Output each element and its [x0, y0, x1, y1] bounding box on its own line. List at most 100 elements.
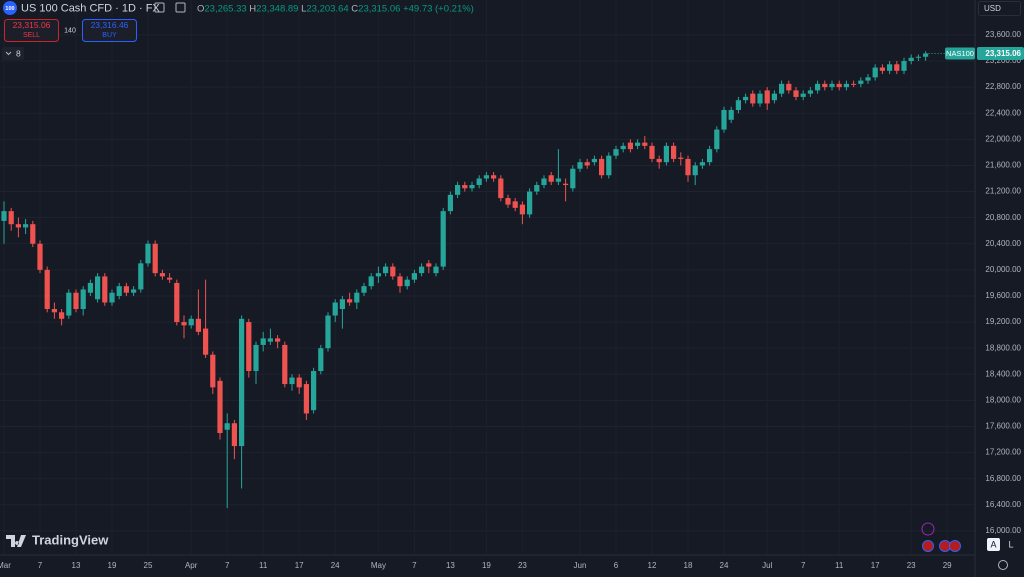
ohlc-key: H — [249, 3, 256, 14]
candle-body — [498, 178, 504, 199]
symbol-logo[interactable] — [3, 1, 17, 15]
chevron — [5, 51, 12, 56]
auto-label: A — [990, 539, 996, 549]
auto-button[interactable] — [987, 538, 1000, 551]
candle-body — [548, 175, 554, 182]
x-tick-label: 7 — [225, 561, 230, 570]
event-flag[interactable] — [939, 540, 951, 552]
candle-body — [527, 191, 533, 215]
event-icon[interactable] — [921, 522, 935, 536]
candle-body — [131, 289, 137, 293]
x-tick-label: 7 — [801, 561, 806, 570]
candle-body — [411, 273, 417, 280]
candle-body — [73, 292, 79, 310]
candle-body — [685, 158, 691, 176]
candle-body — [599, 158, 605, 176]
candle-body — [253, 344, 259, 372]
sell-button[interactable] — [4, 19, 59, 42]
x-tick-label: 13 — [72, 561, 81, 570]
candle-body — [714, 129, 720, 150]
x-tick-label: 17 — [295, 561, 304, 570]
candle-body — [505, 198, 511, 205]
candle-body — [289, 377, 295, 385]
candle-body — [159, 273, 165, 277]
candle-body — [887, 64, 893, 71]
x-tick-label: Mar — [0, 561, 11, 570]
candle-body — [145, 243, 151, 264]
icon-a[interactable] — [154, 2, 165, 13]
candle-body — [44, 269, 50, 310]
candle-body — [469, 185, 475, 189]
buy-button[interactable] — [82, 19, 137, 42]
candle-body — [563, 183, 569, 186]
last-price-label: 23,315.06 — [985, 49, 1021, 58]
candle-body — [663, 145, 669, 163]
candle-body — [339, 299, 345, 310]
y-tick-label: 23,200.00 — [985, 56, 1021, 65]
candle-body — [649, 145, 655, 159]
candle-body — [318, 348, 324, 372]
candle-body — [23, 224, 29, 228]
candle-body — [354, 292, 360, 303]
candle-body — [728, 109, 734, 120]
candle-body — [577, 162, 583, 169]
x-tick-label: 19 — [482, 561, 491, 570]
x-tick-label: 6 — [614, 561, 619, 570]
candle-body — [102, 276, 108, 303]
candle-body — [210, 354, 216, 388]
candle-body — [332, 302, 338, 316]
candle-body — [620, 145, 626, 150]
y-tick-label: 16,800.00 — [985, 474, 1021, 483]
candle-body — [311, 371, 317, 411]
x-tick-label: Apr — [185, 561, 198, 570]
candle-body — [87, 282, 93, 293]
candle-body — [829, 83, 835, 88]
y-tick-label: 18,000.00 — [985, 396, 1021, 405]
symbol-tag: NAS100 — [946, 49, 974, 58]
candle-body — [419, 266, 425, 274]
candle-body — [692, 165, 698, 176]
candle-body — [440, 211, 446, 267]
brand: TradingView — [32, 532, 109, 547]
candle-body — [908, 57, 914, 62]
candle-body — [635, 142, 641, 146]
candle-body — [109, 292, 115, 303]
x-tick-label: 23 — [907, 561, 916, 570]
grid — [0, 34, 975, 532]
ohlc-value: 23,315.06 — [358, 3, 400, 14]
sell-label: SELL — [23, 32, 40, 39]
brand-logo — [6, 535, 26, 547]
x-tick-label: 7 — [38, 561, 43, 570]
candle-body — [15, 224, 21, 228]
event-flag[interactable] — [922, 540, 934, 552]
candle-body — [743, 96, 749, 101]
indicators-count: 8 — [16, 48, 21, 58]
y-tick-label: 21,200.00 — [985, 187, 1021, 196]
candle-body — [433, 266, 439, 274]
currency-button[interactable] — [978, 1, 1021, 16]
x-tick-label: 11 — [835, 561, 844, 570]
y-tick-label: 20,400.00 — [985, 239, 1021, 248]
ohlc-value: 23,348.89 — [256, 3, 298, 14]
candle-body — [239, 318, 245, 447]
x-tick-label: 24 — [331, 561, 340, 570]
y-tick-label: 19,600.00 — [985, 291, 1021, 300]
candle-body — [260, 338, 266, 345]
y-tick-label: 18,400.00 — [985, 369, 1021, 378]
icon-b[interactable] — [175, 2, 186, 13]
candle-body — [779, 83, 785, 94]
settings-icon[interactable] — [998, 560, 1008, 570]
symbol-title[interactable]: US 100 Cash CFD · 1D · FX — [21, 2, 160, 14]
log-label[interactable]: L — [1008, 539, 1013, 549]
candle-body — [30, 224, 36, 244]
x-tick-label: 18 — [684, 561, 693, 570]
x-tick-label: 11 — [259, 561, 268, 570]
indicators-toggle[interactable] — [2, 47, 24, 60]
event-flag[interactable] — [949, 540, 961, 552]
candle-body — [872, 67, 878, 78]
last-price-box — [977, 47, 1024, 61]
candle-body — [476, 178, 482, 186]
candle-body — [721, 109, 727, 130]
x-tick-label: 12 — [648, 561, 657, 570]
sell-price: 23,315.06 — [13, 20, 51, 30]
